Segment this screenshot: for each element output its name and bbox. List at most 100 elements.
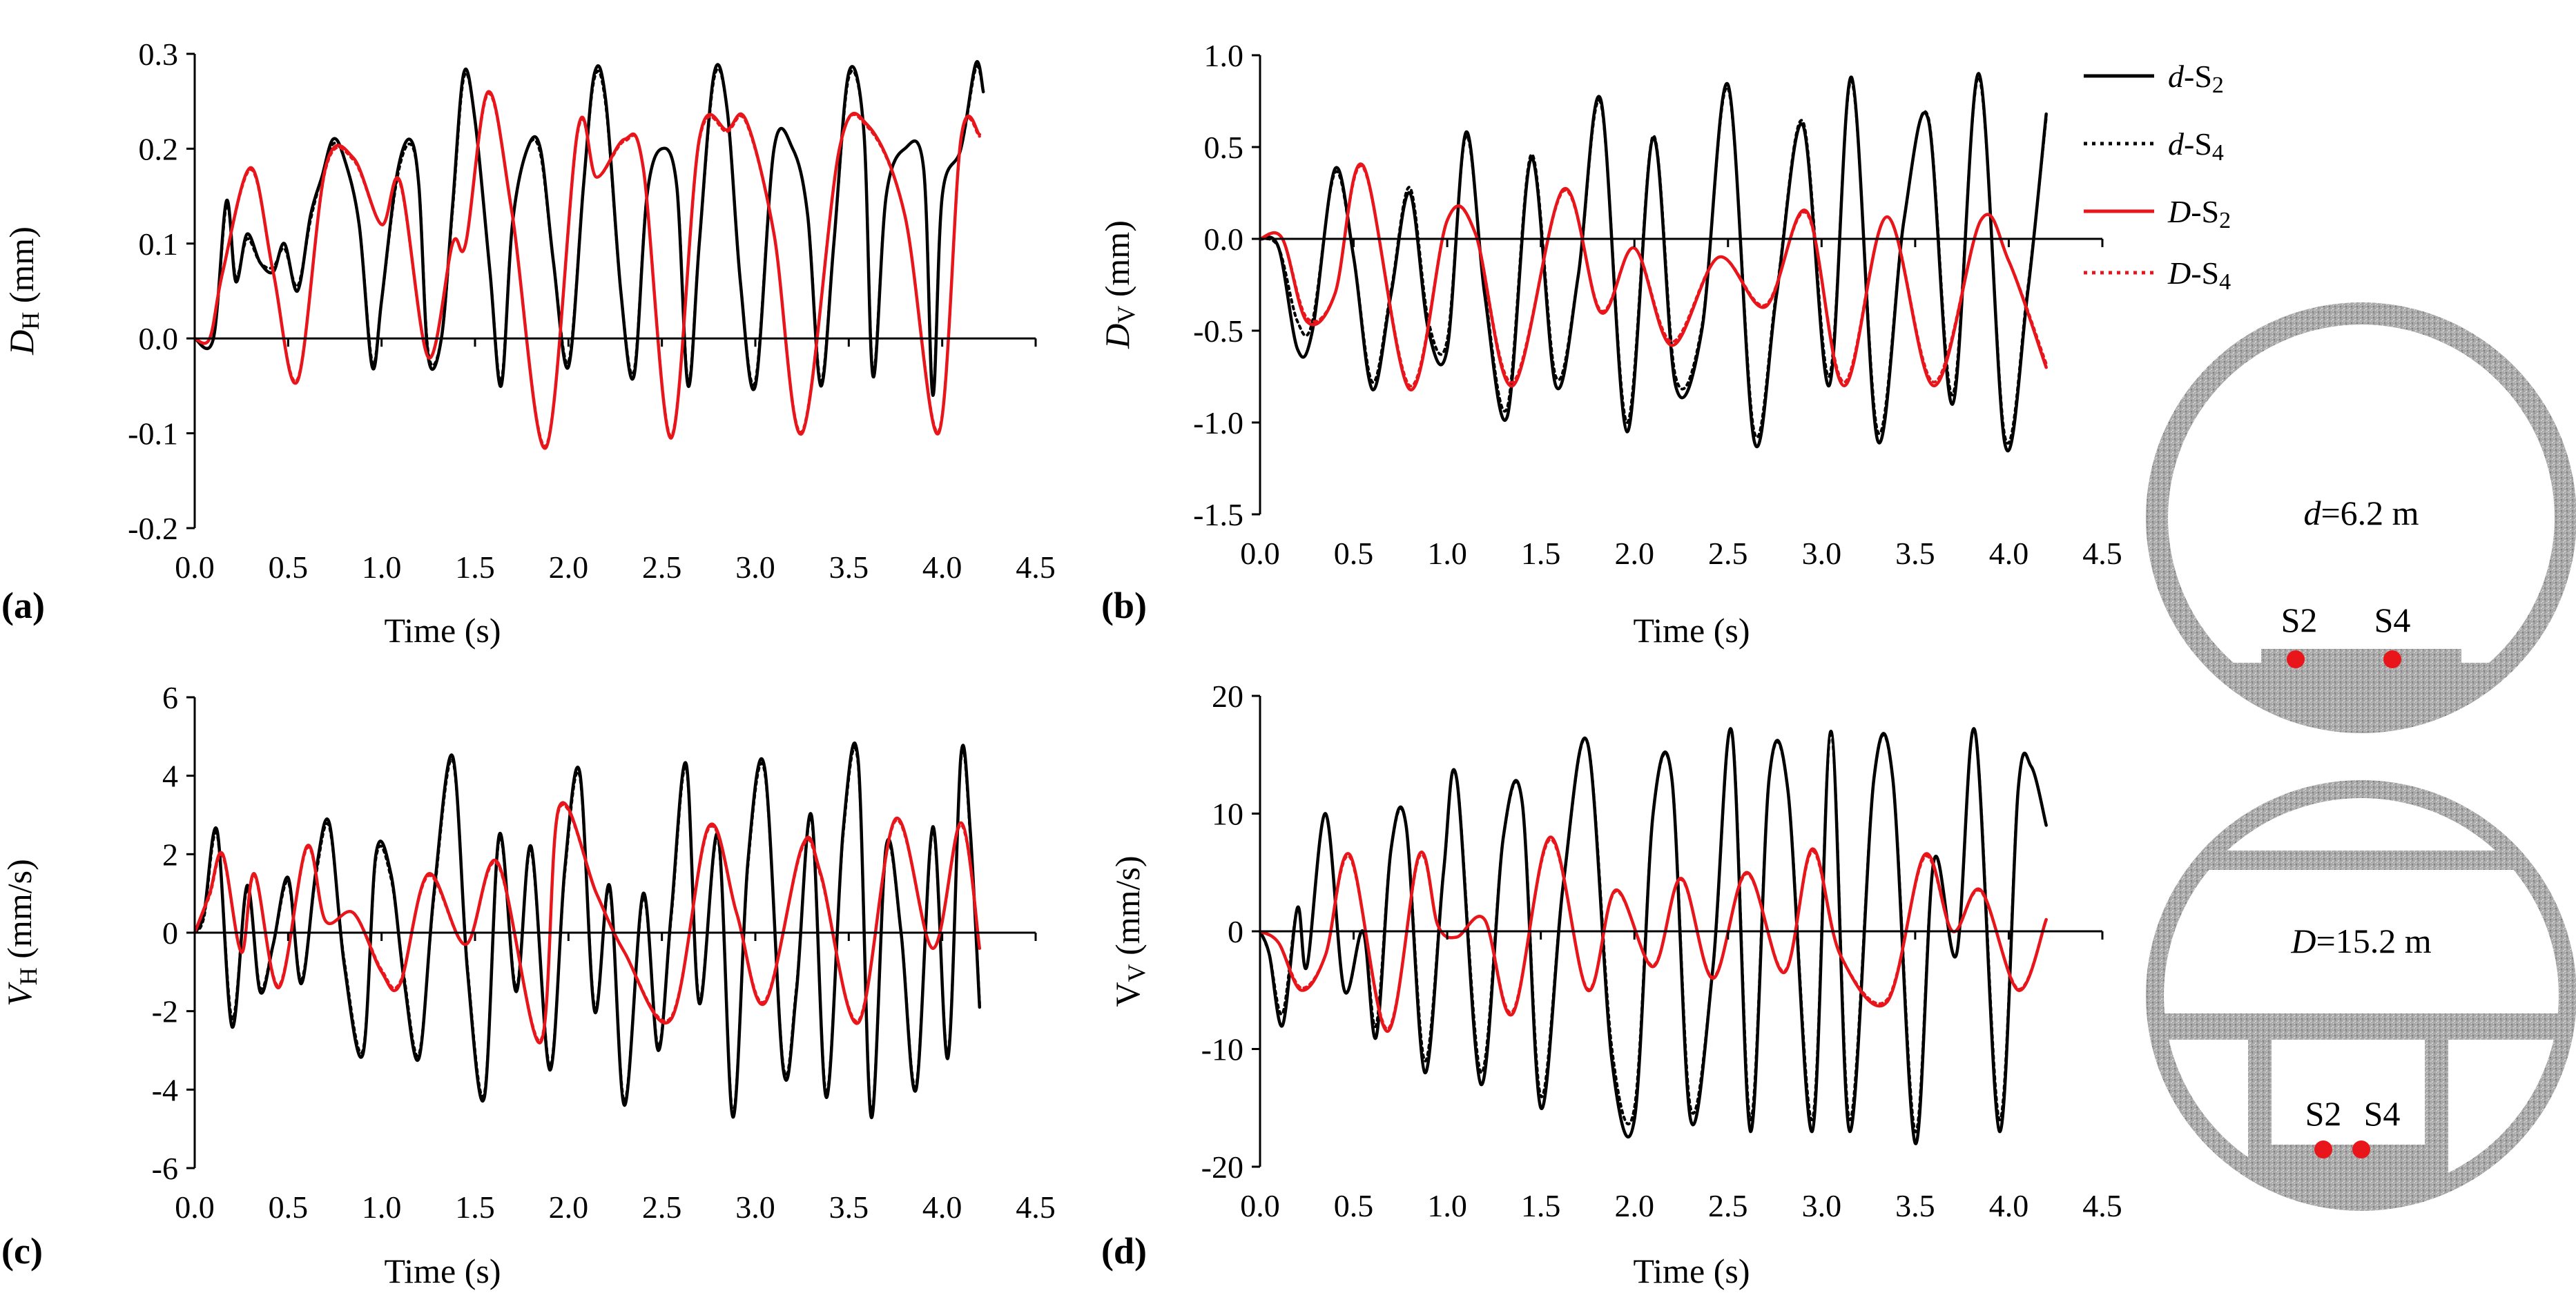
panel-d-xlabel: Time (s) [1633, 1252, 1750, 1290]
tunnel-large-s4-marker [2352, 1140, 2370, 1158]
tunnel-large-middle-slab [2163, 1013, 2559, 1040]
panel-b-series-d-S4 [1259, 75, 2048, 445]
panel-a-xtick-label: 4.5 [1016, 550, 1056, 585]
panel-d-ylabel: VV (mm/s) [1108, 855, 1150, 1007]
panel-c-ytick-label: 6 [162, 680, 178, 715]
panel-c-xtick-label: 1.5 [455, 1189, 495, 1225]
tunnel-large-label: D=15.2 m [2290, 922, 2431, 960]
panel-d-xtick-label: 0.0 [1240, 1188, 1280, 1223]
panel-d-axes: -20 -10 0 10 20 0.0 0.5 1.0 1.5 2.0 2.5 3.0 3.5 4.0 4.… [1201, 679, 2122, 1223]
panel-c-xtick-label: 3.5 [829, 1189, 869, 1225]
panel-d-ytick-label: 20 [1212, 679, 1243, 714]
tunnel-diagram-small: d=6.2 m S2 S4 [2146, 302, 2576, 733]
panel-d-ytick-label: -20 [1201, 1149, 1243, 1185]
panel-d-series-d-S4 [1259, 727, 2048, 1134]
panel-b-xtick-label: 4.0 [1989, 536, 2029, 571]
tunnel-large-right-wall [2425, 1040, 2448, 1194]
panel-b-xtick-label: 4.5 [2082, 536, 2122, 571]
panel-d-xtick-label: 1.0 [1427, 1188, 1467, 1223]
panel-c-ytick-label: -6 [152, 1151, 178, 1186]
tunnel-diagram-large: D=15.2 m S2 S4 [2146, 780, 2576, 1211]
panel-a-ytick-label: 0.1 [139, 226, 179, 262]
panel-a-series-D-S4 [193, 92, 981, 448]
panel-c-xtick-label: 2.0 [549, 1189, 589, 1225]
legend: d-S2 d-S4 D-S2 D-S4 [2084, 59, 2231, 295]
tunnel-small-invert [2167, 663, 2555, 712]
panel-d-series-D-S4 [1259, 837, 2048, 1031]
panel-a-ytick-label: -0.1 [128, 416, 178, 451]
panel-b-label: (b) [1101, 585, 1147, 626]
panel-c-ytick-label: 2 [162, 837, 178, 872]
panel-b-xtick-label: 0.0 [1240, 536, 1280, 571]
panel-a-xtick-label: 2.0 [549, 550, 589, 585]
panel-b-ytick-label: -0.5 [1193, 313, 1243, 349]
panel-d-xtick-label: 4.5 [2082, 1188, 2122, 1223]
panel-b-series-D-S2 [1258, 162, 2048, 391]
panel-d-plot [1258, 727, 2048, 1145]
panel-a-xtick-label: 4.0 [922, 550, 962, 585]
panel-d-xtick-label: 2.0 [1614, 1188, 1654, 1223]
panel-c-xtick-label: 2.5 [642, 1189, 682, 1225]
tunnel-large-s4-label: S4 [2364, 1094, 2401, 1133]
legend-label-d-s2: d-S2 [2168, 59, 2224, 98]
panel-b-xlabel: Time (s) [1633, 611, 1750, 650]
panel-a-plot [193, 60, 985, 450]
panel-b-ylabel: DV (mm) [1098, 220, 1140, 349]
panel-c-ylabel: VH (mm/s) [0, 859, 42, 1006]
tunnel-small-interior [2168, 324, 2555, 711]
panel-b-xtick-label: 1.5 [1521, 536, 1561, 571]
tunnel-small-s4-label: S4 [2374, 601, 2411, 639]
panel-c-xtick-label: 1.0 [362, 1189, 402, 1225]
panel-d-label: (d) [1101, 1230, 1147, 1272]
panel-b-ytick-label: 0.0 [1204, 222, 1244, 257]
panel-d-ytick-label: -10 [1201, 1032, 1243, 1067]
panel-b-xtick-label: 3.5 [1895, 536, 1935, 571]
panel-b-plot [1258, 72, 2048, 453]
panel-d-xtick-label: 3.0 [1802, 1188, 1842, 1223]
panel-a: -0.2 -0.1 0.0 0.1 0.2 0.3 0.0 0.5 1.0 1.5 2.0 2.5 3.… [1, 37, 1056, 650]
panel-a-xtick-label: 3.5 [829, 550, 869, 585]
panel-c-ytick-label: -2 [152, 994, 178, 1029]
panel-c-series-D-S4 [193, 803, 981, 1042]
panel-c-ytick-label: -4 [152, 1072, 178, 1107]
panel-d-xtick-label: 0.5 [1334, 1188, 1374, 1223]
panel-d-xtick-label: 4.0 [1989, 1188, 2029, 1223]
legend-label-d-s4: d-S4 [2168, 126, 2224, 166]
panel-d-ytick-label: 10 [1212, 797, 1243, 832]
panel-c: -6 -4 -2 0 2 4 6 0.0 0.5 1.0 1.5 2.0 2.5 3.0 3.5 4.0 4.5… [0, 680, 1056, 1290]
tunnel-large-compartment [2272, 1040, 2425, 1145]
tunnel-small-s2-label: S2 [2281, 601, 2318, 639]
panel-a-xtick-label: 2.5 [642, 550, 682, 585]
panel-a-xtick-label: 1.5 [455, 550, 495, 585]
panel-c-ytick-label: 4 [162, 759, 178, 794]
panel-b-xtick-label: 0.5 [1334, 536, 1374, 571]
tunnel-large-s2-marker [2314, 1140, 2332, 1158]
panel-c-label: (c) [1, 1230, 43, 1272]
tunnel-small-label: d=6.2 m [2303, 494, 2419, 532]
panel-c-axes: -6 -4 -2 0 2 4 6 0.0 0.5 1.0 1.5 2.0 2.5 3.0 3.5 4.0 4.5 [152, 680, 1056, 1225]
panel-a-ytick-label: -0.2 [128, 511, 178, 546]
panel-b-xtick-label: 1.0 [1427, 536, 1467, 571]
panel-a-ytick-label: 0.2 [139, 131, 179, 166]
panel-b-ytick-label: -1.5 [1193, 497, 1243, 532]
panel-c-series-d-S2 [193, 741, 982, 1119]
panel-c-xtick-label: 4.5 [1016, 1189, 1056, 1225]
panel-c-xtick-label: 3.0 [735, 1189, 775, 1225]
panel-a-axes: -0.2 -0.1 0.0 0.1 0.2 0.3 0.0 0.5 1.0 1.5 2.0 2.5 3.… [128, 37, 1056, 585]
panel-d-ytick-label: 0 [1228, 914, 1243, 949]
tunnel-small-s4-marker [2383, 650, 2401, 668]
panel-a-ytick-label: 0.3 [139, 37, 179, 72]
legend-label-D-s2: D-S2 [2167, 194, 2231, 233]
panel-d-xtick-label: 2.5 [1708, 1188, 1748, 1223]
panel-c-ytick-label: 0 [162, 915, 178, 951]
panel-a-xtick-label: 3.0 [735, 550, 775, 585]
panel-b-ytick-label: -1.0 [1193, 405, 1243, 440]
panel-a-series-d-S4 [193, 64, 985, 392]
tunnel-large-upper-slab [2163, 851, 2559, 870]
panel-b-xtick-label: 3.0 [1802, 536, 1842, 571]
panel-a-xtick-label: 0.5 [269, 550, 309, 585]
panel-a-xtick-label: 1.0 [362, 550, 402, 585]
panel-a-xtick-label: 0.0 [175, 550, 215, 585]
tunnel-large-left-wall [2248, 1040, 2272, 1194]
